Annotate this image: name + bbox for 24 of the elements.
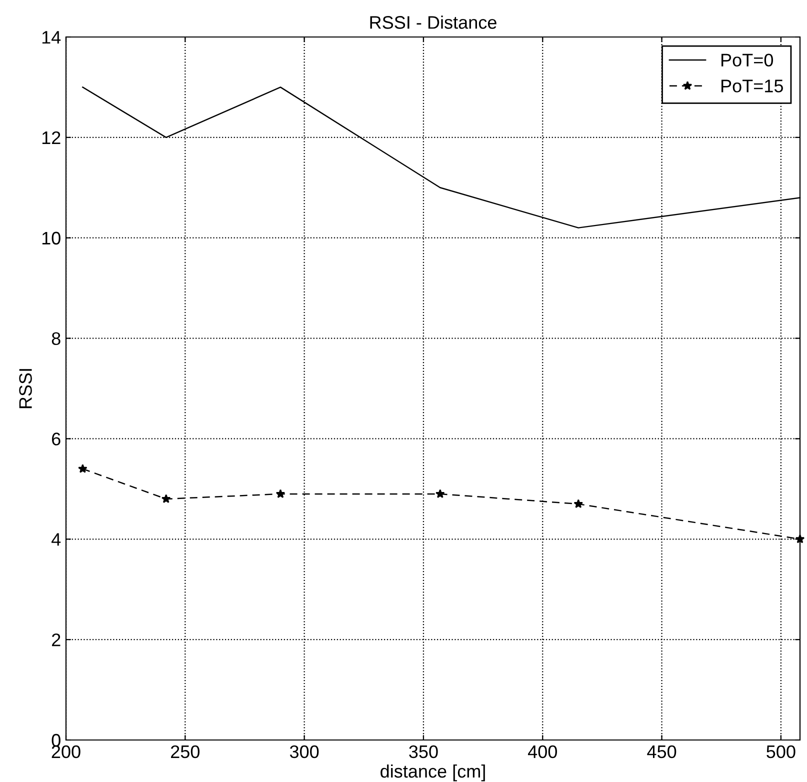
y-tick-label: 8 <box>52 332 60 346</box>
legend-label: PoT=15 <box>721 80 783 92</box>
x-tick-label: 450 <box>647 745 676 758</box>
x-tick-label: 200 <box>52 745 80 758</box>
x-tick-label: 250 <box>171 745 200 758</box>
y-tick-label: 12 <box>42 131 60 144</box>
y-axis-title: RSSI <box>19 369 32 408</box>
point <box>276 489 286 498</box>
x-tick-label: 400 <box>528 745 557 758</box>
point <box>574 499 584 508</box>
x-tick-label: 300 <box>290 745 319 758</box>
y-tick-label: 10 <box>42 232 60 245</box>
point <box>78 464 88 473</box>
y-tick-label: 2 <box>52 634 60 646</box>
chart-title: RSSI - Distance <box>370 16 496 29</box>
y-tick-label: 14 <box>42 31 61 44</box>
y-tick-label: 6 <box>52 432 60 446</box>
point <box>435 489 445 498</box>
legend-label: PoT=0 <box>721 54 774 67</box>
point <box>161 494 171 504</box>
x-tick-label: 350 <box>409 745 438 758</box>
y-tick-label: 4 <box>52 533 61 546</box>
x-tick-label: 500 <box>766 745 796 758</box>
x-axis-title: distance [cm] <box>380 764 485 782</box>
